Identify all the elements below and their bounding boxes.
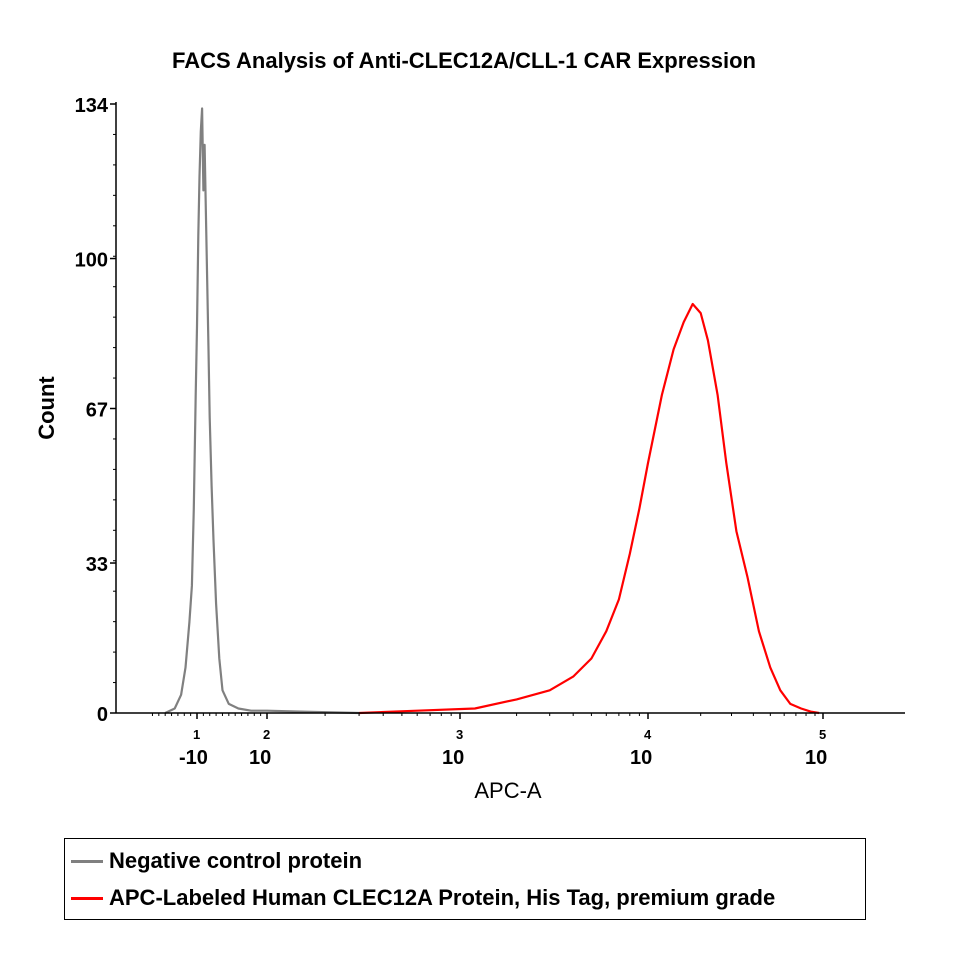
chart-title: FACS Analysis of Anti-CLEC12A/CLL-1 CAR … [172, 48, 756, 73]
x-tick-exponent-4: 5 [819, 727, 826, 742]
y-tick-label-3: 100 [75, 250, 108, 272]
axes: 0 33 67 100 134 -10 1 10 2 10 3 10 4 10 5 [75, 95, 905, 769]
y-tick-label-1: 33 [86, 554, 108, 576]
y-tick-label-0: 0 [97, 704, 108, 726]
legend-swatch-negative-control [71, 859, 103, 863]
x-tick-label-3: 10 [630, 747, 652, 769]
y-tick-label-2: 67 [86, 400, 108, 422]
series-line-1 [359, 302, 820, 715]
y-axis-label: Count [34, 376, 59, 440]
legend-label-negative-control: Negative control protein [109, 848, 363, 873]
x-tick-exponent-2: 3 [456, 727, 463, 742]
x-tick-label-2: 10 [442, 747, 464, 769]
x-tick-exponent-0: 1 [193, 727, 200, 742]
plot-series [164, 107, 820, 715]
legend-item-negative-control: Negative control protein [71, 843, 362, 879]
x-tick-label-1: 10 [249, 747, 271, 769]
legend-label-apc-clec12a: APC-Labeled Human CLEC12A Protein, His T… [109, 885, 776, 910]
x-tick-label-0: -10 [179, 747, 208, 769]
x-tick-exponent-3: 4 [644, 727, 652, 742]
x-tick-exponent-1: 2 [263, 727, 270, 742]
x-tick-label-4: 10 [805, 747, 827, 769]
legend-swatch-apc-clec12a [71, 896, 103, 900]
x-axis-label: APC-A [474, 778, 542, 803]
legend: Negative control protein APC-Labeled Hum… [64, 838, 866, 920]
legend-item-apc-clec12a: APC-Labeled Human CLEC12A Protein, His T… [71, 880, 775, 916]
y-tick-label-4: 134 [75, 95, 109, 117]
series-line-0 [164, 107, 360, 715]
